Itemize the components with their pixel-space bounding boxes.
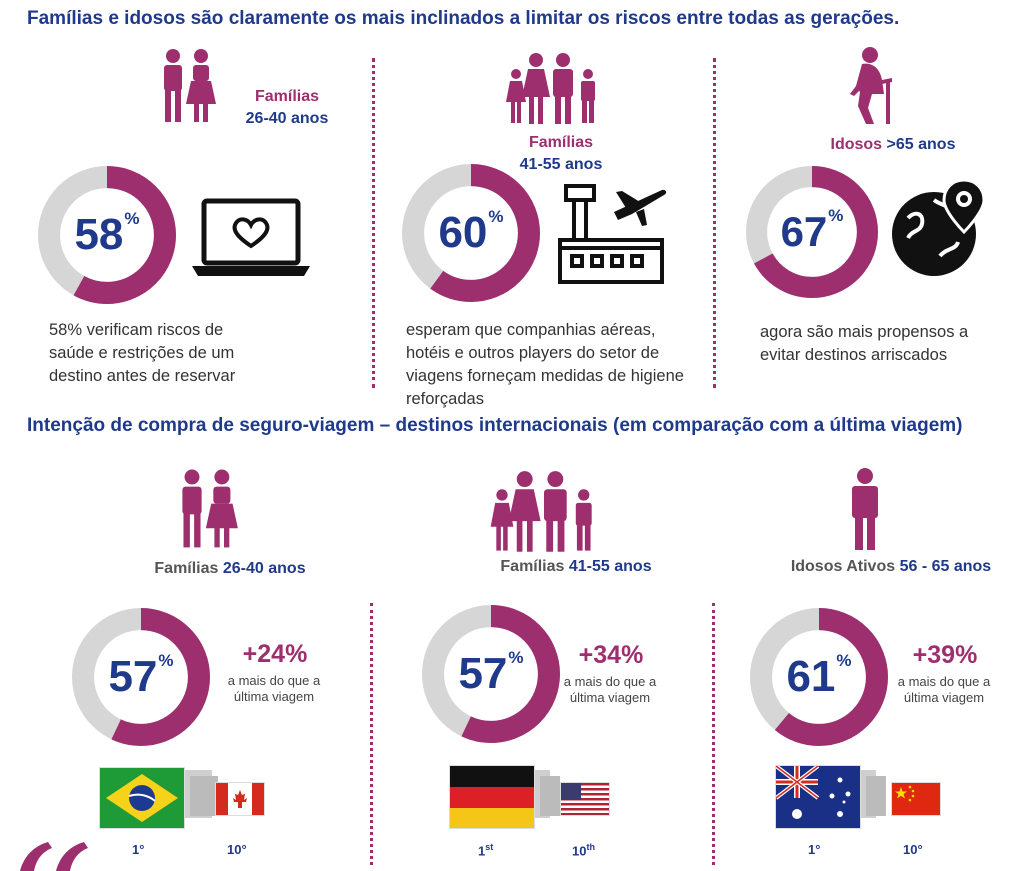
donut-fill [422,605,560,743]
laptop-heart-icon [192,198,310,276]
rank-tenth: 10th [572,842,595,859]
percent-sign: % [508,648,524,667]
couple-icon [182,469,238,548]
percent-sign: % [488,207,504,226]
group-label-line1: Idosos [830,136,883,153]
person-icon [852,468,878,550]
rank-first: 1st [478,842,494,859]
percent-sign: % [158,651,174,670]
group-label-line1: Famílias [254,88,320,105]
percent-value: 60 [438,208,488,257]
family-icon [490,471,592,552]
airport-icon [558,184,667,284]
group-label-a: Idosos Ativos [790,558,896,575]
donut-fill [746,166,878,298]
flag-stack [190,776,218,816]
donut-fill [38,166,176,304]
rank-first: 1° [132,842,145,857]
group-label-b: 26-40 anos [222,560,306,577]
increase-value: +34% [578,641,644,669]
percent-sign: % [828,206,844,225]
group-label-b: 41-55 anos [568,558,652,575]
bottom-heading: Intenção de compra de seguro-viagem – de… [27,415,963,436]
canada-flag [216,783,264,815]
group-label: Idosos >65 anos [818,134,968,156]
increase-note: a mais do que a última viagem [897,674,991,705]
donut-fill [72,608,210,746]
donut-ring [746,166,878,298]
group-label: Famílias 41-55 anos [476,556,676,578]
elderly-person-icon [850,47,892,124]
percent-donut: 58% [38,166,176,304]
donut-ring [422,605,560,743]
percent-donut: 61% [750,608,888,746]
increase-value: +39% [912,641,978,669]
germany-flag [450,766,534,828]
risk-description: agora são mais propensos a evitar destin… [760,323,969,364]
flag-stack [540,776,560,816]
percent-value: 67 [780,208,828,255]
group-label-line1: Famílias [528,134,594,151]
percent-donut: 57% [422,605,560,743]
percent-sign: % [124,209,140,228]
divider [712,603,715,865]
australia-flag [776,766,860,828]
group-label-b: 56 - 65 anos [899,558,992,575]
percent-donut: 60% [402,164,540,302]
percent-value: 57 [108,652,158,701]
increase-note: a mais do que a última viagem [563,674,657,705]
increase-note: a mais do que a última viagem [227,673,321,704]
quote-mark-icon [20,842,88,871]
donut-fill [750,608,888,746]
rank-first: 1° [808,842,821,857]
group-label: Famílias 26-40 anos [120,558,340,580]
donut-ring [72,608,210,746]
rank-tenth: 10° [903,842,923,857]
group-label-a: Famílias [154,560,219,577]
divider [370,603,373,865]
donut-fill [402,164,540,302]
group-label-line2: >65 anos [886,136,956,153]
rank-tenth: 10° [227,842,247,857]
divider [372,58,375,388]
percent-value: 61 [786,652,836,701]
risk-description: 58% verificam riscos de saúde e restriçõ… [49,321,236,385]
china-flag [892,783,940,815]
increase-value: +24% [242,640,308,668]
brazil-flag [100,768,184,828]
divider [713,58,716,388]
group-label: Idosos Ativos 56 - 65 anos [776,556,1006,578]
usa-flag [561,783,609,815]
risk-description: esperam que companhias aéreas, hotéis e … [406,321,684,408]
donut-ring [750,608,888,746]
group-label-line2: 41-55 anos [519,156,603,173]
flag-stack [866,776,886,816]
top-heading: Famílias e idosos são claramente os mais… [27,8,900,29]
group-label-line2: 26-40 anos [245,110,329,127]
percent-donut: 57% [72,608,210,746]
globe-virus-icon [892,178,986,276]
donut-ring [402,164,540,302]
group-label-a: Famílias [500,558,565,575]
percent-value: 58 [74,210,124,259]
percent-value: 57 [458,649,508,698]
percent-sign: % [836,651,852,670]
family-icon [506,53,595,124]
couple-icon [164,49,216,122]
percent-donut: 67% [746,166,878,298]
donut-ring [38,166,176,304]
